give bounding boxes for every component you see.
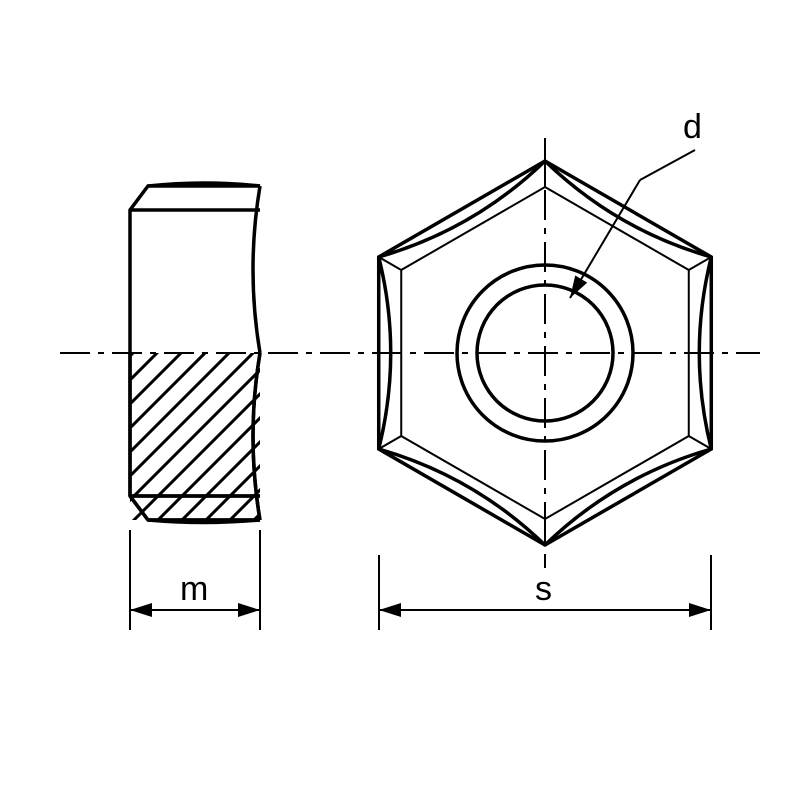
dim-m-label: m (180, 570, 208, 608)
dim-d-label: d (683, 108, 702, 146)
dim-s-label: s (535, 570, 552, 608)
